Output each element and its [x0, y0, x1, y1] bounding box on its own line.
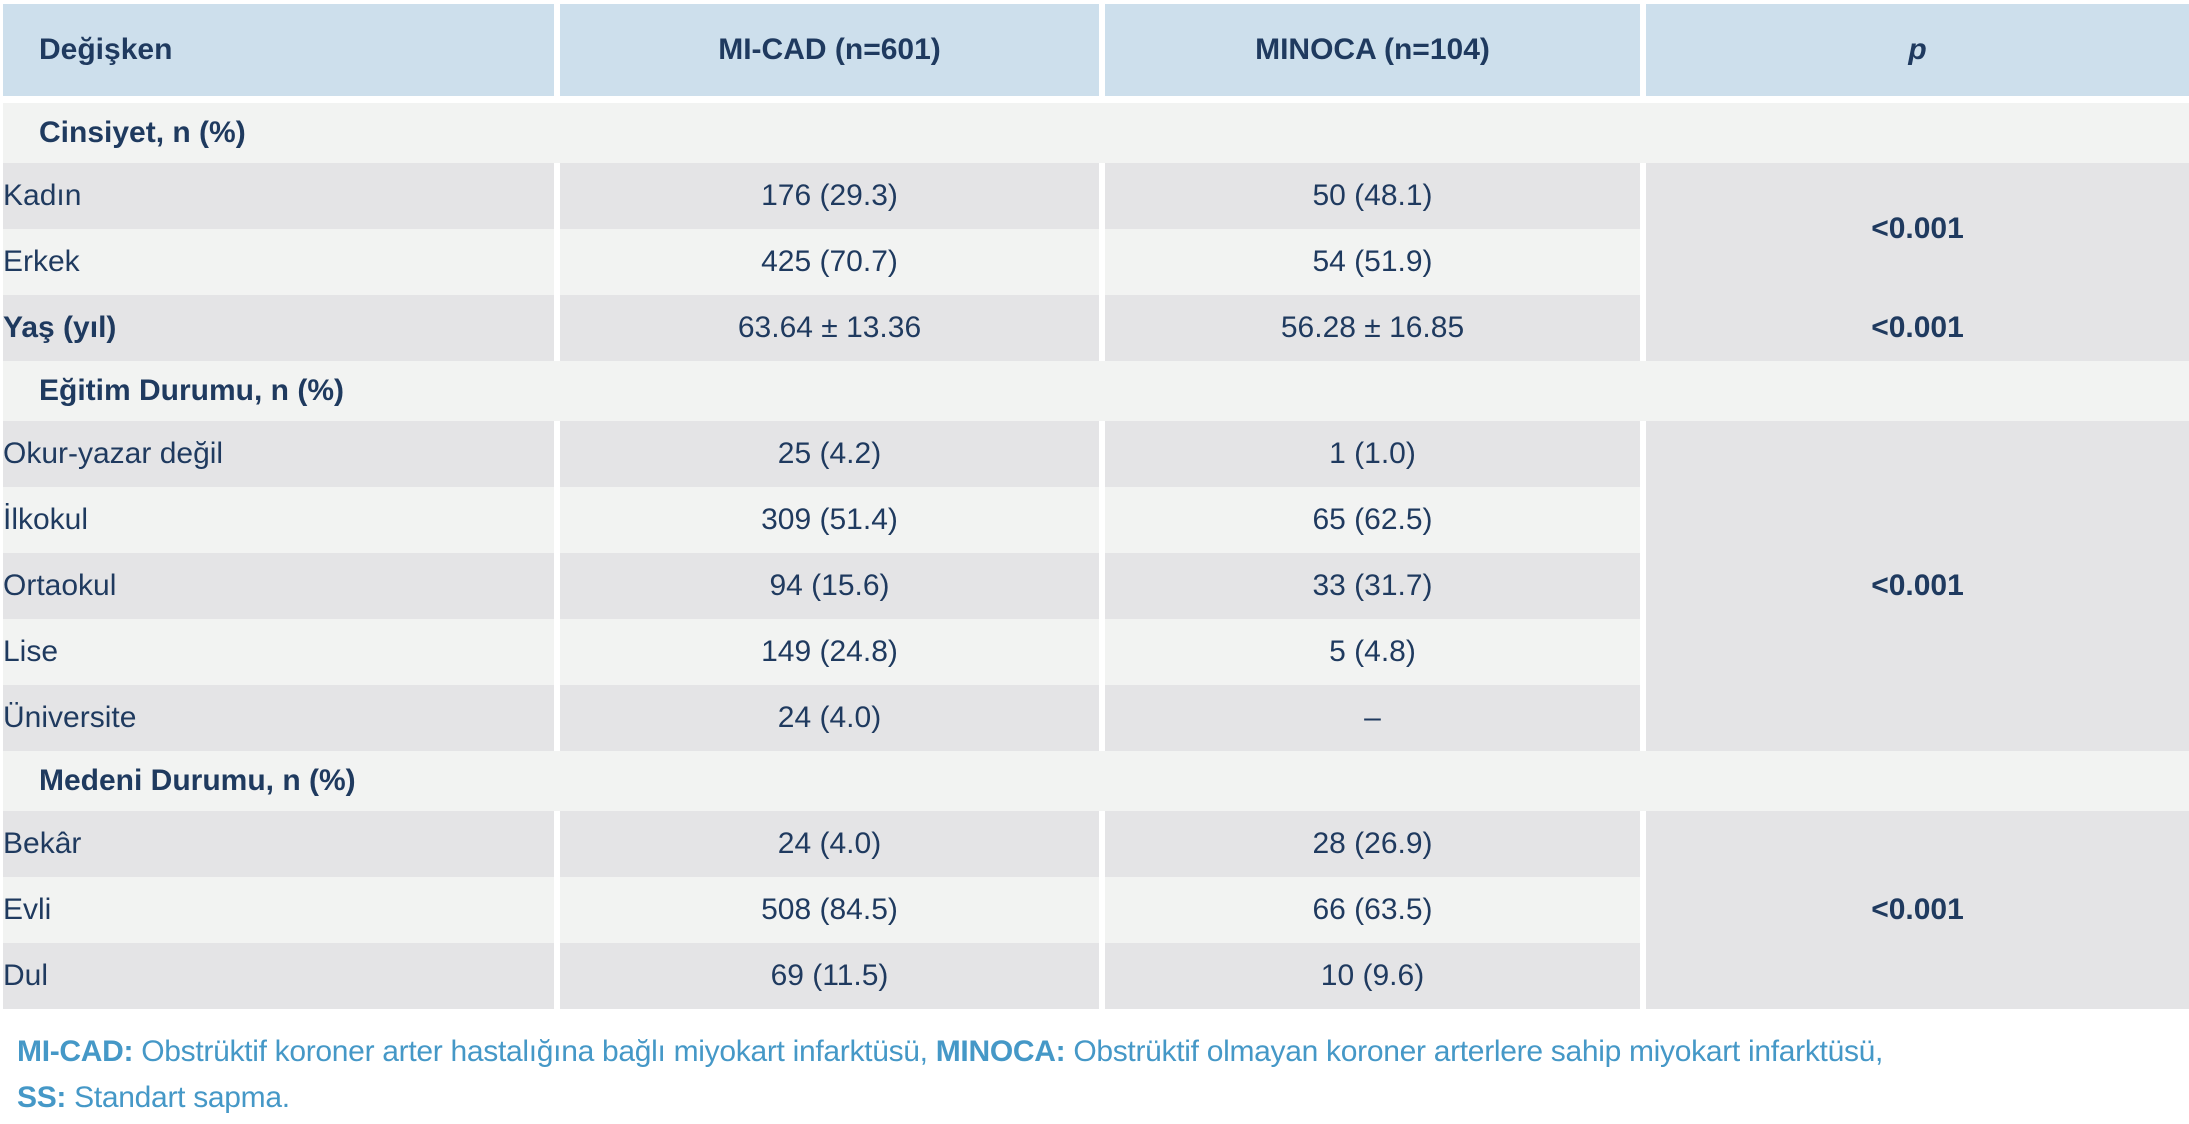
micad-value: 94 (15.6) — [554, 553, 1099, 619]
section-title: Cinsiyet, n (%) — [3, 103, 2189, 163]
table-row-universite: Üniversite 24 (4.0) – — [3, 685, 2189, 751]
table-footnote: MI-CAD: Obstrüktif koroner arter hastalı… — [3, 1029, 2189, 1121]
micad-value: 69 (11.5) — [554, 943, 1099, 1009]
baseline-characteristics-table: Değişken MI-CAD (n=601) MINOCA (n=104) p… — [3, 4, 2189, 1009]
micad-value: 24 (4.0) — [554, 685, 1099, 751]
minoca-value: 10 (9.6) — [1099, 943, 1640, 1009]
row-label: Bekâr — [3, 811, 554, 877]
row-label: Lise — [3, 619, 554, 685]
table-row-okuryazar: Okur-yazar değil 25 (4.2) 1 (1.0) <0.001 — [3, 421, 2189, 751]
table-row-dul: Dul 69 (11.5) 10 (9.6) — [3, 943, 2189, 1009]
abbr-minoca-text: Obstrüktif olmayan koroner arterlere sah… — [1065, 1035, 1884, 1068]
table-row-ortaokul: Ortaokul 94 (15.6) 33 (31.7) — [3, 553, 2189, 619]
section-row-medeni: Medeni Durumu, n (%) — [3, 751, 2189, 811]
row-label: Dul — [3, 943, 554, 1009]
minoca-value: 28 (26.9) — [1099, 811, 1640, 877]
table-row-bekar: Bekâr 24 (4.0) 28 (26.9) <0.001 — [3, 811, 2189, 1009]
column-header-micad: MI-CAD (n=601) — [554, 4, 1099, 103]
row-label: İlkokul — [3, 487, 554, 553]
row-label: Yaş (yıl) — [3, 295, 554, 361]
table-row-lise: Lise 149 (24.8) 5 (4.8) — [3, 619, 2189, 685]
abbr-micad-text: Obstrüktif koroner arter hastalığına bağ… — [133, 1035, 936, 1068]
abbr-ss-label: SS: — [17, 1081, 67, 1114]
minoca-value: 33 (31.7) — [1099, 553, 1640, 619]
abbr-minoca-label: MINOCA: — [935, 1035, 1066, 1068]
p-value-medeni: <0.001 — [1640, 811, 2189, 1009]
section-row-egitim: Eğitim Durumu, n (%) — [3, 361, 2189, 421]
row-label: Okur-yazar değil — [3, 421, 554, 487]
minoca-value: 1 (1.0) — [1099, 421, 1640, 487]
footnote-line-1: MI-CAD: Obstrüktif koroner arter hastalı… — [17, 1029, 2189, 1075]
p-value-yas: <0.001 — [1640, 295, 2189, 361]
row-label: Üniversite — [3, 685, 554, 751]
row-label: Kadın — [3, 163, 554, 229]
minoca-value: 54 (51.9) — [1099, 229, 1640, 295]
footnote-line-2: SS: Standart sapma. — [17, 1075, 2189, 1121]
minoca-value: 50 (48.1) — [1099, 163, 1640, 229]
micad-value: 309 (51.4) — [554, 487, 1099, 553]
table-row-ilkokul: İlkokul 309 (51.4) 65 (62.5) — [3, 487, 2189, 553]
minoca-value: 56.28 ± 16.85 — [1099, 295, 1640, 361]
micad-value: 63.64 ± 13.36 — [554, 295, 1099, 361]
column-header-p: p — [1640, 4, 2189, 103]
minoca-value: 66 (63.5) — [1099, 877, 1640, 943]
micad-value: 508 (84.5) — [554, 877, 1099, 943]
micad-value: 425 (70.7) — [554, 229, 1099, 295]
micad-value: 176 (29.3) — [554, 163, 1099, 229]
row-label: Ortaokul — [3, 553, 554, 619]
section-row-cinsiyet: Cinsiyet, n (%) — [3, 103, 2189, 163]
row-label: Erkek — [3, 229, 554, 295]
table-row-erkek: Erkek 425 (70.7) 54 (51.9) — [3, 229, 2189, 295]
section-title: Eğitim Durumu, n (%) — [3, 361, 2189, 421]
micad-value: 149 (24.8) — [554, 619, 1099, 685]
minoca-value: – — [1099, 685, 1640, 751]
micad-value: 24 (4.0) — [554, 811, 1099, 877]
column-header-variable: Değişken — [3, 4, 554, 103]
abbr-micad-label: MI-CAD: — [17, 1035, 134, 1068]
table-row-evli: Evli 508 (84.5) 66 (63.5) — [3, 877, 2189, 943]
row-label: Evli — [3, 877, 554, 943]
table-row-yas: Yaş (yıl) 63.64 ± 13.36 56.28 ± 16.85 <0… — [3, 295, 2189, 361]
p-value-cinsiyet: <0.001 — [1640, 163, 2189, 295]
table-header-row: Değişken MI-CAD (n=601) MINOCA (n=104) p — [3, 4, 2189, 103]
micad-value: 25 (4.2) — [554, 421, 1099, 487]
column-header-minoca: MINOCA (n=104) — [1099, 4, 1640, 103]
p-value-egitim: <0.001 — [1640, 421, 2189, 751]
abbr-ss-text: Standart sapma. — [66, 1081, 290, 1114]
table-row-kadin: Kadın 176 (29.3) 50 (48.1) <0.001 — [3, 163, 2189, 295]
minoca-value: 5 (4.8) — [1099, 619, 1640, 685]
section-title: Medeni Durumu, n (%) — [3, 751, 2189, 811]
minoca-value: 65 (62.5) — [1099, 487, 1640, 553]
